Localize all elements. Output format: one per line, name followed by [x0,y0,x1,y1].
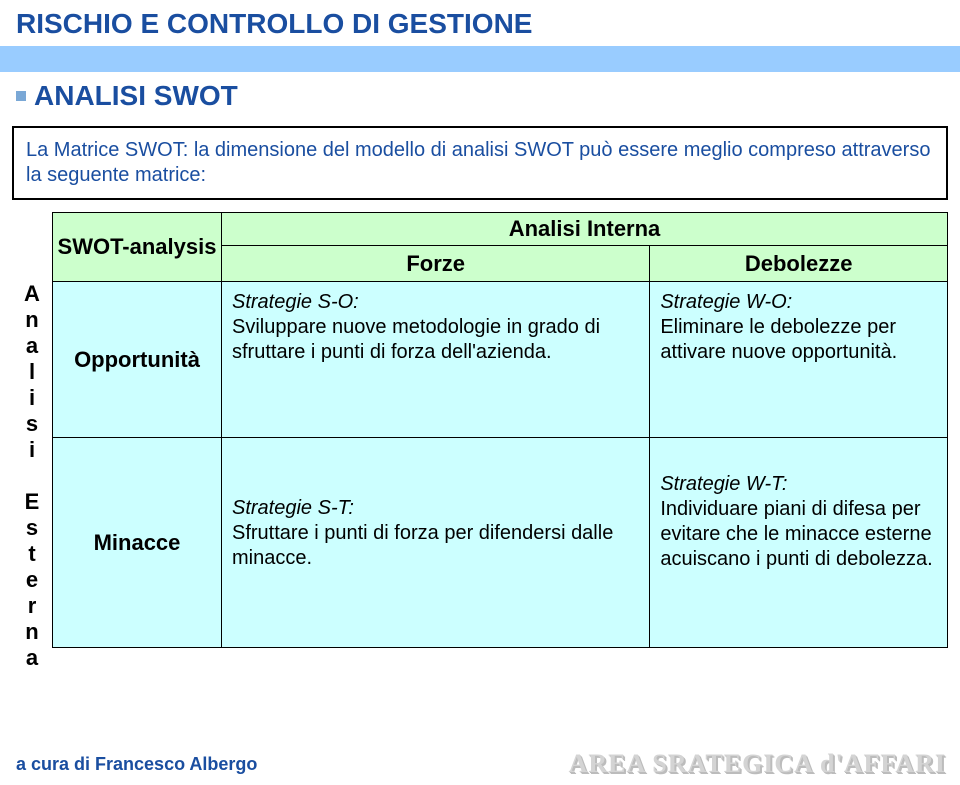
cell-wo-title: Strategie W-O: [660,290,937,315]
col-sub-headers: Forze Debolezze [222,246,948,282]
cell-st-title: Strategie S-T: [232,496,639,521]
footer-brand: AREA SRATEGICA d'AFFARI [569,749,946,779]
swot-row-min: Strategie S-T: Sfruttare i punti di forz… [222,438,948,648]
swot-row-headers: SWOT-analysis Opportunità Minacce [52,212,222,670]
section-heading-text: ANALISI SWOT [34,80,238,112]
col-header-forze: Forze [222,246,650,282]
col-header-debolezze: Debolezze [650,246,948,282]
cell-wt-body: Individuare piani di difesa per evitare … [660,497,937,572]
blue-underline-bar [0,46,960,72]
cell-st-body: Sfruttare i punti di forza per difenders… [232,521,639,571]
swot-row-opp: Strategie S-O: Sviluppare nuove metodolo… [222,282,948,438]
swot-corner-cell: SWOT-analysis [52,212,222,282]
cell-wt: Strategie W-T: Individuare piani di dife… [650,438,948,648]
page-header: RISCHIO E CONTROLLO DI GESTIONE [0,0,960,44]
intro-box: La Matrice SWOT: la dimensione del model… [12,126,948,200]
page-title: RISCHIO E CONTROLLO DI GESTIONE [16,8,944,40]
cell-wo-body: Eliminare le debolezze per attivare nuov… [660,315,937,365]
swot-layout: Analisi Esterna SWOT-analysis Opportunit… [12,212,948,670]
section-heading: ANALISI SWOT [16,80,238,112]
cell-st: Strategie S-T: Sfruttare i punti di forz… [222,438,650,648]
row-header-opportunita: Opportunità [52,282,222,438]
rotated-axis-label: Analisi Esterna [12,212,52,670]
cell-so-body: Sviluppare nuove metodologie in grado di… [232,315,639,365]
intro-text: La Matrice SWOT: la dimensione del model… [26,138,934,188]
swot-main: Analisi Interna Forze Debolezze Strategi… [222,212,948,670]
footer-author: a cura di Francesco Albergo [16,754,257,775]
cell-so: Strategie S-O: Sviluppare nuove metodolo… [222,282,650,438]
cell-wo: Strategie W-O: Eliminare le debolezze pe… [650,282,948,438]
bullet-icon [16,91,26,101]
cell-so-title: Strategie S-O: [232,290,639,315]
cell-wt-title: Strategie W-T: [660,472,937,497]
row-header-minacce: Minacce [52,438,222,648]
col-group-header: Analisi Interna [222,212,948,246]
